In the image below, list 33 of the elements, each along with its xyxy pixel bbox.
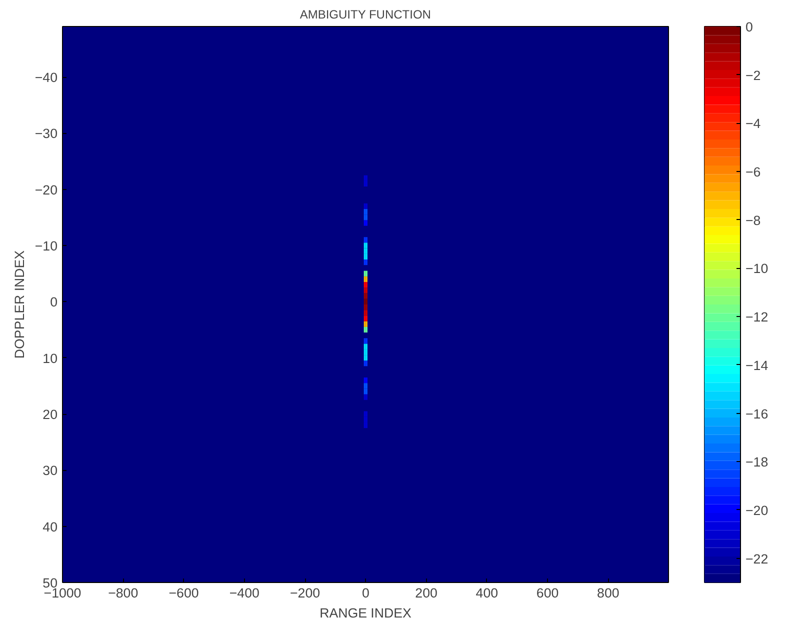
y-tick-label: −40	[34, 70, 58, 86]
y-tick-label: −10	[34, 238, 58, 254]
x-tick-label: 800	[597, 586, 620, 600]
x-axis-title: RANGE INDEX	[320, 606, 412, 620]
y-tick-label: −30	[34, 126, 58, 142]
color-bar-label: −10	[746, 261, 768, 276]
y-tick-label: 0	[50, 294, 58, 310]
x-tick-label: 0	[362, 586, 370, 600]
x-tick-label: −800	[108, 586, 138, 600]
x-tick-label: 200	[415, 586, 438, 600]
chart-title: AMBIGUITY FUNCTION	[300, 8, 431, 22]
y-tick-label: 20	[42, 407, 58, 422]
color-bar-label: −12	[746, 310, 768, 325]
color-bar-label: −8	[746, 212, 761, 228]
x-tick-label: 600	[536, 586, 559, 600]
y-tick-label: 30	[42, 463, 58, 478]
color-bar-label: 0	[746, 20, 753, 34]
x-tick-label: 400	[476, 586, 498, 600]
y-tick-label: −20	[34, 182, 58, 198]
color-bar-label: −2	[746, 68, 761, 83]
color-bar-label: −18	[746, 454, 768, 470]
x-tick-label: −200	[290, 586, 320, 600]
color-bar-label: −22	[746, 551, 768, 566]
color-bar-label: −14	[746, 358, 769, 373]
y-axis-title: DOPPLER INDEX	[12, 250, 27, 359]
color-bar-label: −20	[746, 502, 768, 518]
x-tick-label: −400	[229, 586, 260, 600]
y-tick-label: 40	[42, 519, 58, 534]
x-tick-label: −600	[168, 586, 199, 600]
y-tick-label: 10	[42, 350, 58, 366]
color-bar-label: −6	[746, 164, 761, 180]
color-bar-label: −16	[746, 406, 768, 422]
color-bar-label: −4	[746, 116, 762, 132]
